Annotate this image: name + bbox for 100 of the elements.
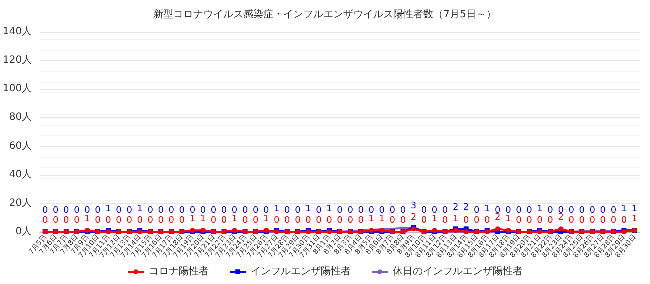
data-label: 0	[95, 206, 102, 216]
y-tick-label: 40人	[9, 169, 32, 180]
data-label: 0	[516, 206, 522, 216]
data-label: 0	[74, 216, 80, 226]
y-tick-label: 0人	[16, 226, 32, 238]
data-label: 0	[337, 216, 344, 226]
data-label: 0	[590, 206, 596, 216]
data-label: 0	[74, 206, 80, 216]
data-label: 0	[179, 216, 186, 226]
data-label: 2	[452, 203, 459, 214]
data-label: 0	[484, 216, 491, 226]
data-label: 0	[242, 206, 248, 216]
data-label: 0	[295, 216, 302, 226]
data-label: 0	[53, 206, 60, 216]
data-label: 0	[190, 206, 196, 216]
y-tick-label: 140人	[2, 26, 32, 38]
data-label: 0	[579, 216, 586, 226]
y-tick-label: 80人	[9, 112, 32, 124]
data-label: 0	[474, 206, 480, 216]
data-label: 0	[179, 206, 186, 216]
data-label: 1	[368, 214, 374, 225]
data-label: 0	[600, 206, 606, 216]
data-label: 0	[221, 216, 228, 226]
data-label: 1	[137, 204, 143, 215]
data-label: 0	[116, 206, 122, 216]
data-label: 0	[442, 216, 448, 226]
data-label: 1	[484, 204, 490, 215]
data-label: 0	[442, 206, 448, 216]
data-label: 2	[495, 213, 501, 224]
data-label: 0	[600, 216, 606, 226]
data-label: 0	[200, 206, 206, 216]
data-label: 0	[548, 216, 554, 226]
data-label: 0	[116, 216, 122, 226]
data-label: 0	[274, 216, 280, 226]
data-label: 0	[137, 216, 144, 226]
data-label: 0	[326, 216, 333, 226]
data-label: 1	[432, 214, 438, 225]
data-label: 1	[274, 204, 280, 215]
data-label: 1	[232, 214, 238, 225]
data-label: 0	[368, 206, 375, 216]
data-label: 0	[42, 206, 48, 216]
data-label: 0	[295, 206, 302, 216]
data-label: 0	[306, 216, 312, 226]
data-label: 0	[210, 206, 217, 216]
data-label: 1	[632, 204, 638, 215]
data-label: 0	[64, 216, 70, 226]
data-label: 3	[410, 202, 417, 212]
data-label: 1	[621, 204, 628, 215]
data-label: 1	[506, 214, 512, 225]
data-label: 1	[190, 214, 196, 225]
data-label: 0	[506, 206, 512, 216]
data-label: 0	[126, 216, 133, 226]
data-label: 1	[200, 214, 206, 225]
data-label: 0	[400, 206, 406, 216]
data-label: 1	[379, 214, 386, 225]
data-label: 0	[463, 216, 470, 226]
data-label: 1	[452, 214, 459, 225]
data-label: 0	[590, 216, 596, 226]
data-label: 0	[474, 216, 480, 226]
data-label: 0	[432, 206, 438, 216]
y-tick-label: 20人	[9, 198, 32, 209]
data-label: 0	[264, 206, 270, 216]
data-label: 0	[548, 206, 554, 216]
data-label: 0	[579, 206, 586, 216]
data-label: 0	[210, 216, 217, 226]
data-label: 0	[421, 206, 428, 216]
data-label: 0	[316, 216, 322, 226]
y-tick-label: 100人	[2, 84, 32, 95]
data-label: 0	[158, 216, 164, 226]
data-label: 0	[242, 216, 248, 226]
data-label: 0	[106, 216, 112, 226]
data-label: 0	[358, 206, 364, 216]
data-label: 0	[421, 216, 428, 226]
data-label: 0	[158, 206, 164, 216]
data-label: 0	[168, 206, 175, 216]
data-label: 0	[348, 206, 354, 216]
data-label: 1	[106, 204, 112, 215]
data-label: 0	[148, 216, 154, 226]
data-label: 2	[558, 213, 564, 224]
data-label: 0	[126, 206, 133, 216]
data-label: 0	[516, 216, 522, 226]
data-label: 1	[84, 214, 90, 225]
data-label: 0	[53, 216, 60, 226]
data-label: 1	[306, 204, 312, 215]
data-label: 2	[410, 213, 417, 224]
data-label: 1	[632, 214, 638, 225]
data-label: 2	[463, 203, 470, 214]
data-label: 0	[348, 216, 354, 226]
data-label: 0	[390, 206, 396, 216]
data-label: 0	[568, 206, 575, 216]
data-label: 0	[568, 216, 575, 226]
data-label: 0	[95, 216, 102, 226]
y-tick-label: 60人	[9, 140, 32, 152]
data-label: 1	[326, 204, 332, 215]
legend-label: 休日のインフルエンザ陽性者	[393, 266, 523, 278]
data-label: 0	[252, 206, 259, 216]
data-label: 0	[316, 206, 322, 216]
data-label: 0	[284, 206, 291, 216]
data-label: 0	[284, 216, 291, 226]
y-tick-label: 120人	[2, 55, 32, 66]
